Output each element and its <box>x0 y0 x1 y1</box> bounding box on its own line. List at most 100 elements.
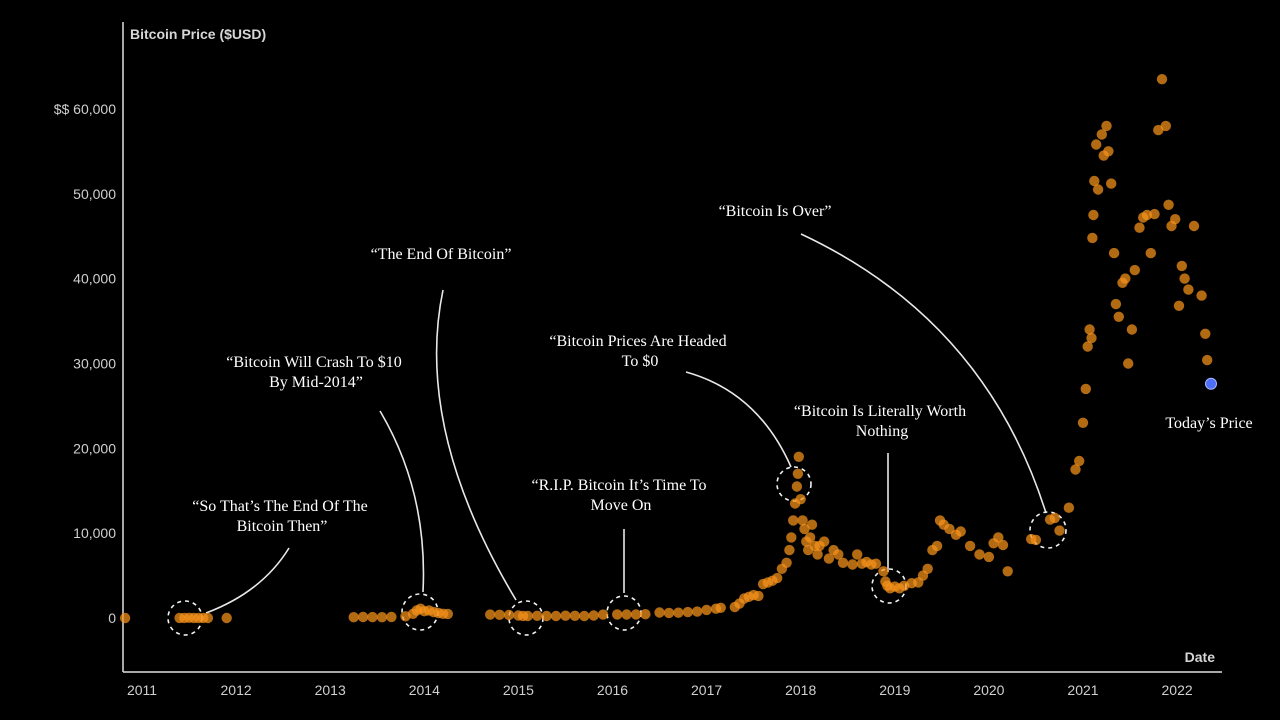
price-point <box>1089 175 1100 187</box>
price-point <box>1077 417 1089 428</box>
price-point <box>793 451 804 462</box>
price-point <box>503 609 515 621</box>
price-point <box>1188 220 1200 232</box>
price-point <box>795 494 806 505</box>
price-point <box>640 609 651 620</box>
price-point <box>791 481 803 492</box>
price-point <box>1074 455 1085 467</box>
price-point <box>569 610 581 621</box>
price-point <box>1129 264 1141 276</box>
quote-bitcoin-is-over: “Bitcoin Is Over” <box>719 203 832 220</box>
price-point <box>1126 324 1138 335</box>
price-point <box>847 559 858 570</box>
leader-line <box>685 371 792 468</box>
price-point <box>786 532 797 543</box>
price-point <box>1160 120 1172 132</box>
todays-price-point <box>1205 377 1217 390</box>
price-point <box>682 606 693 618</box>
price-point <box>1088 209 1099 221</box>
price-point <box>119 612 131 624</box>
price-point <box>1106 178 1117 189</box>
price-point <box>1170 214 1181 225</box>
todays-price-label: Today’s Price <box>1165 415 1252 432</box>
x-tick-label: 2022 <box>1162 682 1193 698</box>
price-point <box>955 526 966 537</box>
annotation-leaders <box>205 233 1047 614</box>
price-point <box>1096 129 1108 140</box>
quote-annotations: “So That’s The End Of The Bitcoin Then” … <box>192 203 1252 535</box>
x-tick-label: 2011 <box>127 682 157 698</box>
price-point <box>1080 383 1092 395</box>
x-tick-label: 2015 <box>503 682 534 698</box>
price-point <box>579 610 590 622</box>
price-point <box>1134 222 1145 233</box>
price-point <box>522 610 533 622</box>
price-point <box>1183 284 1194 295</box>
price-point <box>357 611 369 623</box>
price-point <box>922 563 933 574</box>
quote-crash-to-10: “Bitcoin Will Crash To $10 By Mid-2014” <box>226 354 405 391</box>
price-point <box>1101 120 1112 132</box>
y-tick-label: 50,000 <box>73 186 116 202</box>
y-tick-label: $$ 60,000 <box>54 101 116 117</box>
x-tick-labels: 2011 2012 2013 2014 2015 2016 2017 2018 2019 2020… <box>127 682 1193 698</box>
leader-line <box>435 289 517 601</box>
price-point <box>376 612 388 623</box>
price-point <box>772 572 783 584</box>
price-point <box>541 610 552 622</box>
price-point <box>654 607 665 618</box>
price-point <box>1030 534 1042 546</box>
price-point <box>1054 525 1065 536</box>
price-point <box>1149 208 1160 220</box>
price-point <box>1145 247 1157 259</box>
price-point <box>870 558 882 569</box>
x-tick-label: 2017 <box>691 682 722 698</box>
price-point <box>1082 341 1093 352</box>
price-point <box>202 612 214 624</box>
price-point <box>621 609 632 620</box>
price-point <box>1163 199 1174 210</box>
price-point <box>1108 247 1120 259</box>
leader-line <box>205 547 290 614</box>
price-point <box>1202 354 1213 366</box>
price-point <box>837 557 849 568</box>
price-point <box>1086 332 1097 344</box>
x-tick-label: 2021 <box>1067 682 1098 698</box>
price-point <box>1063 502 1075 513</box>
y-tick-label: 40,000 <box>73 271 116 287</box>
price-point <box>1179 273 1190 284</box>
x-tick-label: 2020 <box>973 682 1004 698</box>
price-point <box>1113 311 1125 322</box>
price-point <box>781 557 792 568</box>
price-point <box>221 612 232 624</box>
price-point <box>993 532 1004 543</box>
price-point <box>1070 464 1081 475</box>
price-point <box>931 540 943 552</box>
price-point <box>550 610 562 622</box>
axes: Bitcoin Price ($USD) Date <box>122 22 1222 673</box>
price-point <box>1103 146 1114 157</box>
price-point <box>1002 566 1013 577</box>
price-point <box>788 515 799 526</box>
price-point <box>630 609 642 620</box>
price-point <box>1123 358 1134 369</box>
price-point <box>997 539 1009 551</box>
price-point <box>494 609 505 620</box>
y-tick-label: 20,000 <box>73 440 116 456</box>
y-tick-labels: 0 10,000 20,000 30,000 40,000 50,000 $$ 60,000 <box>54 101 117 626</box>
y-tick-label: 30,000 <box>73 355 116 371</box>
price-point <box>1120 273 1131 284</box>
price-point <box>588 610 599 621</box>
price-point <box>1091 139 1102 150</box>
price-point <box>1110 298 1122 310</box>
quote-rip-bitcoin: “R.I.P. Bitcoin It’s Time To Move On <box>531 477 710 514</box>
price-point <box>819 536 830 547</box>
x-tick-label: 2014 <box>409 682 440 698</box>
price-point <box>833 549 844 560</box>
x-tick-label: 2013 <box>315 682 346 698</box>
price-point <box>878 566 889 577</box>
leader-line <box>800 233 1047 514</box>
price-points <box>119 74 1217 624</box>
price-point <box>1200 328 1211 339</box>
